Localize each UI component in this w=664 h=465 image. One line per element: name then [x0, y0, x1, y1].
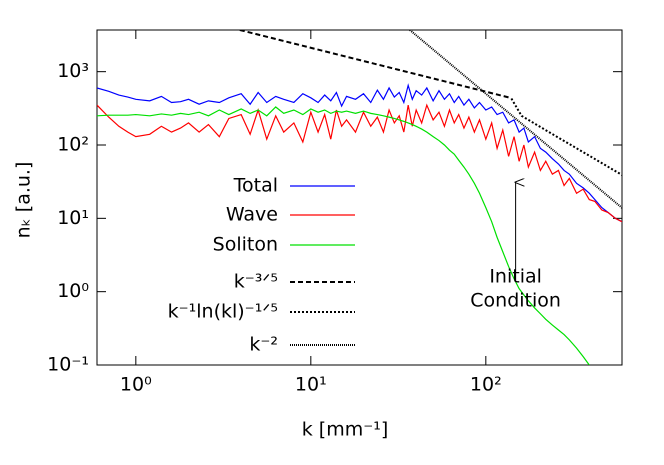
x-tick-label: 10² [470, 374, 502, 396]
series-line [510, 98, 622, 176]
x-axis-label: k [mm⁻¹] [302, 419, 389, 441]
x-tick-label: 10⁰ [120, 374, 152, 396]
y-tick-label: 10² [57, 134, 89, 156]
series-line [409, 30, 622, 209]
legend-label: Total [233, 175, 278, 197]
legend-label: k⁻¹ln(kl)⁻¹ᐟ⁵ [168, 301, 278, 323]
legend-label: k⁻³ᐟ⁵ [234, 271, 278, 293]
y-tick-label: 10¹ [57, 207, 89, 229]
y-axis-label: nₖ [a.u.] [13, 162, 35, 239]
series-line [239, 30, 510, 99]
annotation-text: Initial [489, 265, 542, 287]
plot-frame [96, 29, 623, 366]
annotation-text: Condition [470, 289, 561, 311]
legend-label: Wave [226, 204, 278, 226]
series-line [97, 106, 590, 365]
legend-label: k⁻² [249, 334, 278, 356]
y-tick-label: 10⁻¹ [47, 354, 89, 376]
x-tick-label: 10¹ [295, 374, 327, 396]
legend-label: Soliton [213, 234, 278, 256]
plot-area [97, 30, 622, 365]
y-tick-label: 10³ [57, 60, 89, 82]
series-line [97, 103, 622, 223]
series-line [97, 83, 622, 223]
y-tick-label: 10⁰ [57, 280, 89, 302]
